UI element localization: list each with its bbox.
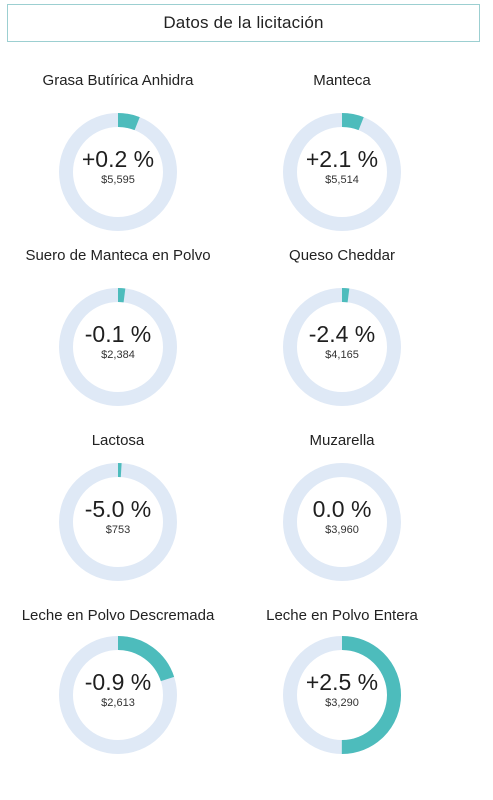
- donut-price-label: $3,960: [325, 524, 359, 536]
- donut-track: [59, 288, 177, 406]
- donut-chart: -0.1 % $2,384: [56, 285, 180, 409]
- donut-chart: +2.1 % $5,514: [280, 110, 404, 234]
- donut-price-label: $2,613: [101, 697, 135, 709]
- donut-title: Lactosa: [91, 432, 145, 449]
- donut-arc: [283, 636, 401, 754]
- donut-price-label: $753: [105, 524, 131, 536]
- donut-svg: [59, 463, 177, 581]
- donut-track: [59, 463, 177, 581]
- donut-price-label: $5,514: [325, 174, 359, 186]
- donut-title: Muzarella: [309, 432, 375, 449]
- donut-svg: [283, 463, 401, 581]
- donut-card: Manteca +2.1 % $5,514: [228, 70, 468, 260]
- donut-change-label: -0.1 %: [84, 321, 152, 347]
- donut-track: [283, 113, 401, 231]
- donut-price-label: $2,384: [101, 349, 135, 361]
- donut-card: Lactosa -5.0 % $753: [0, 430, 240, 620]
- donut-arc: [59, 288, 177, 406]
- donut-chart: 0.0 % $3,960: [280, 460, 404, 584]
- page-title: Datos de la licitación: [163, 13, 324, 32]
- donut-change-label: +2.5 %: [305, 669, 379, 695]
- donut-chart: +0.2 % $5,595: [56, 110, 180, 234]
- donut-change-label: -5.0 %: [84, 496, 152, 522]
- donut-title: Leche en Polvo Descremada: [21, 607, 215, 624]
- donut-svg: [283, 113, 401, 231]
- donut-title: Queso Cheddar: [289, 247, 395, 264]
- donut-change-label: 0.0 %: [312, 496, 372, 522]
- donut-title: Grasa Butírica Anhidra: [42, 72, 194, 89]
- donut-arc: [283, 113, 401, 231]
- donut-price-label: $4,165: [325, 349, 359, 361]
- donut-chart: -2.4 % $4,165: [280, 285, 404, 409]
- donut-title: Leche en Polvo Entera: [266, 607, 418, 624]
- donut-arc: [59, 636, 177, 754]
- donut-track: [283, 463, 401, 581]
- donut-arc: [59, 463, 177, 581]
- donut-change-label: +2.1 %: [305, 146, 379, 172]
- donut-svg: [59, 288, 177, 406]
- donut-svg: [283, 288, 401, 406]
- donut-card: Grasa Butírica Anhidra +0.2 % $5,595: [0, 70, 240, 260]
- donut-change-label: -0.9 %: [84, 669, 152, 695]
- donut-card: Leche en Polvo Descremada -0.9 % $2,613: [0, 605, 240, 795]
- donut-card: Suero de Manteca en Polvo -0.1 % $2,384: [0, 245, 240, 435]
- donut-change-label: +0.2 %: [81, 146, 155, 172]
- donut-svg: [283, 636, 401, 754]
- donut-track: [283, 288, 401, 406]
- donut-chart: -5.0 % $753: [56, 460, 180, 584]
- donut-title: Suero de Manteca en Polvo: [25, 247, 211, 264]
- header-box: Datos de la licitación: [7, 4, 480, 42]
- donut-price-label: $5,595: [101, 174, 135, 186]
- donut-track: [59, 113, 177, 231]
- donut-price-label: $3,290: [325, 697, 359, 709]
- donut-card: Muzarella 0.0 % $3,960: [228, 430, 468, 620]
- donut-title: Manteca: [313, 72, 371, 89]
- donut-arc: [59, 113, 177, 231]
- donut-arc: [283, 288, 401, 406]
- donut-chart: -0.9 % $2,613: [56, 633, 180, 757]
- donut-svg: [59, 113, 177, 231]
- donut-change-label: -2.4 %: [308, 321, 376, 347]
- donut-card: Leche en Polvo Entera +2.5 % $3,290: [228, 605, 468, 795]
- donut-chart: +2.5 % $3,290: [280, 633, 404, 757]
- donut-card: Queso Cheddar -2.4 % $4,165: [228, 245, 468, 435]
- donut-svg: [59, 636, 177, 754]
